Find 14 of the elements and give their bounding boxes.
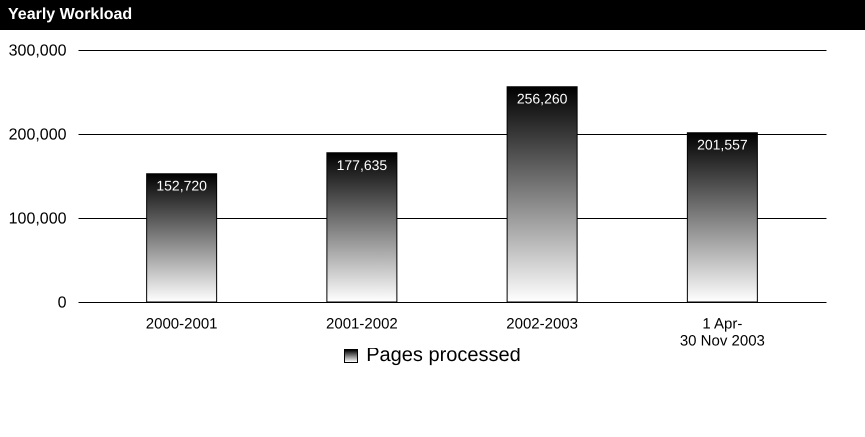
y-tick-label: 0 bbox=[58, 294, 67, 312]
x-tick-label: 2000-2001 bbox=[146, 316, 218, 332]
y-tick-label: 300,000 bbox=[8, 42, 67, 60]
x-tick-label: 2001-2002 bbox=[326, 316, 398, 332]
chart-title: Yearly Workload bbox=[0, 0, 865, 30]
x-tick-label: 1 Apr- 30 Nov 2003 bbox=[680, 316, 765, 350]
y-tick-label: 100,000 bbox=[8, 210, 67, 228]
data-label: 201,557 bbox=[697, 136, 748, 153]
y-tick-label: 200,000 bbox=[8, 126, 67, 144]
data-label: 152,720 bbox=[156, 178, 208, 194]
data-label: 177,635 bbox=[336, 156, 388, 173]
data-label: 256,260 bbox=[516, 90, 568, 107]
legend-label: Pages processed bbox=[366, 344, 521, 366]
x-tick-label: 2002-2003 bbox=[506, 316, 578, 332]
